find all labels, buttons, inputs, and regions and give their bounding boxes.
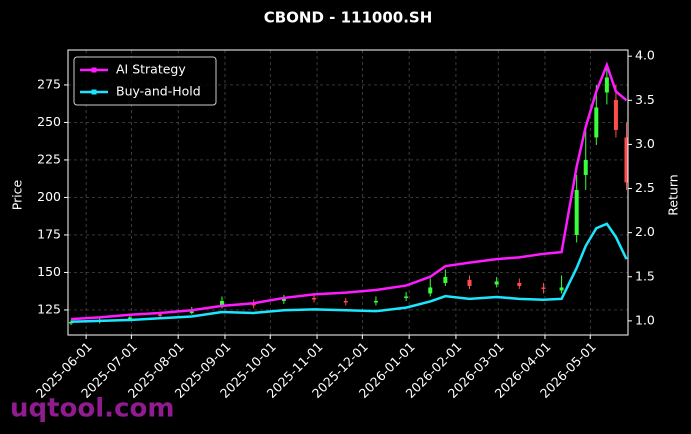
y-tick-label: 250 (37, 114, 61, 129)
y-tick-label: 275 (37, 76, 61, 91)
candle-body (624, 137, 629, 183)
chart-title: CBOND - 111000.SH (264, 9, 433, 27)
y2-tick-label: 3.0 (635, 136, 655, 151)
legend-marker (91, 89, 97, 95)
candle-body (541, 287, 546, 289)
y2-tick-label: 3.5 (635, 92, 655, 107)
candle-body (312, 297, 317, 300)
legend-marker (91, 67, 97, 73)
candle-body (69, 321, 74, 324)
candle-body (281, 297, 286, 301)
candle-body (559, 287, 564, 291)
candle-body (428, 287, 433, 294)
y2-tick-label: 2.5 (635, 180, 655, 195)
candle-body (604, 77, 609, 93)
candle-body (219, 300, 224, 306)
candle-body (189, 311, 194, 313)
candle-body (127, 317, 132, 319)
watermark: uqtool.com (10, 394, 174, 424)
candle-body (158, 314, 163, 316)
y-axis-label: Price (10, 179, 25, 210)
y-tick-label: 200 (37, 189, 61, 204)
y-tick-label: 225 (37, 151, 61, 166)
candle-body (574, 189, 579, 235)
y2-axis-label: Return (666, 174, 681, 215)
candle-body (583, 159, 588, 175)
candle-body (373, 300, 378, 303)
line-series (70, 222, 628, 324)
legend-label: Buy-and-Hold (116, 84, 201, 99)
y2-tick-label: 1.5 (635, 268, 655, 283)
plot-frame (67, 49, 629, 336)
candle-body (594, 107, 599, 138)
candle-body (404, 296, 409, 298)
y-tick-label: 125 (37, 301, 61, 316)
y2-tick-label: 4.0 (635, 48, 655, 63)
y-tick-label: 175 (37, 226, 61, 241)
candle-body (517, 282, 522, 286)
legend-box (73, 56, 217, 106)
y2-tick-label: 2.0 (635, 224, 655, 239)
candle-body (467, 279, 472, 286)
candle-body (613, 99, 618, 130)
candle-body (343, 300, 348, 303)
legend-label: AI Strategy (116, 62, 186, 77)
candle-body (494, 281, 499, 285)
y-tick-label: 150 (37, 264, 61, 279)
y2-tick-label: 1.0 (635, 312, 655, 327)
candle-body (443, 276, 448, 283)
line-series (70, 61, 628, 321)
